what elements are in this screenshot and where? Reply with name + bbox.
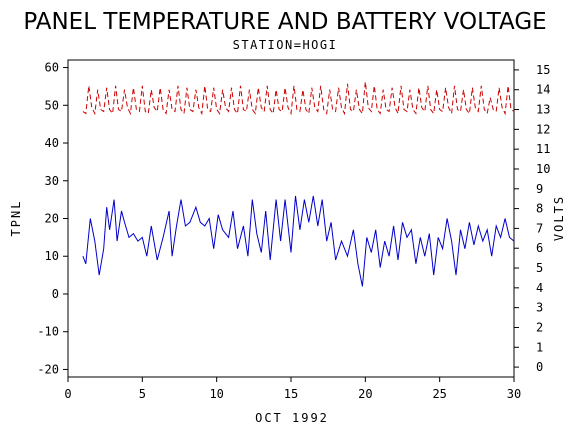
y-left-tick-label: -20 — [37, 362, 59, 376]
x-tick-label: 15 — [284, 387, 298, 401]
y-right-tick-label: 6 — [536, 241, 543, 255]
y-right-tick-label: 14 — [536, 83, 550, 97]
y-axis-label-right: VOLTS — [552, 195, 566, 241]
y-right-tick-label: 13 — [536, 103, 550, 117]
y-right-tick-label: 8 — [536, 202, 543, 216]
y-right-tick-label: 0 — [536, 360, 543, 374]
chart-title: PANEL TEMPERATURE AND BATTERY VOLTAGE — [23, 9, 546, 35]
y-right-tick-label: 9 — [536, 182, 543, 196]
chart-subtitle: STATION=HOGI — [233, 38, 338, 52]
x-tick-label: 30 — [507, 387, 521, 401]
y-right-tick-label: 3 — [536, 301, 543, 315]
x-axis-label: OCT 1992 — [255, 411, 329, 425]
y-left-tick-label: 0 — [52, 287, 59, 301]
y-right-tick-label: 12 — [536, 122, 550, 136]
y-right-tick-label: 5 — [536, 261, 543, 275]
y-left-tick-label: 20 — [45, 212, 59, 226]
series-layer — [82, 81, 515, 287]
y-right-tick-label: 2 — [536, 320, 543, 334]
x-tick-label: 20 — [358, 387, 372, 401]
y-right-tick-label: 7 — [536, 221, 543, 235]
y-right-tick-label: 10 — [536, 162, 550, 176]
y-axis-left: -20 -10 0 10 20 30 40 50 60 — [37, 61, 68, 376]
y-left-tick-label: 30 — [45, 174, 59, 188]
x-tick-label: 5 — [139, 387, 146, 401]
panel-temperature-line — [82, 195, 515, 287]
x-tick-label: 25 — [432, 387, 446, 401]
y-right-tick-label: 15 — [536, 63, 550, 77]
y-left-tick-label: 60 — [45, 61, 59, 75]
y-right-tick-label: 1 — [536, 340, 543, 354]
x-axis: 0 5 10 15 20 25 30 — [64, 377, 521, 401]
y-left-tick-label: 50 — [45, 98, 59, 112]
y-axis-label-left: TPNL — [9, 200, 23, 237]
y-left-tick-label: -10 — [37, 325, 59, 339]
y-right-tick-label: 11 — [536, 142, 550, 156]
y-right-tick-label: 4 — [536, 281, 543, 295]
x-tick-label: 0 — [64, 387, 71, 401]
y-left-tick-label: 10 — [45, 249, 59, 263]
y-left-tick-label: 40 — [45, 136, 59, 150]
x-tick-label: 10 — [209, 387, 223, 401]
battery-voltage-line — [82, 81, 515, 116]
